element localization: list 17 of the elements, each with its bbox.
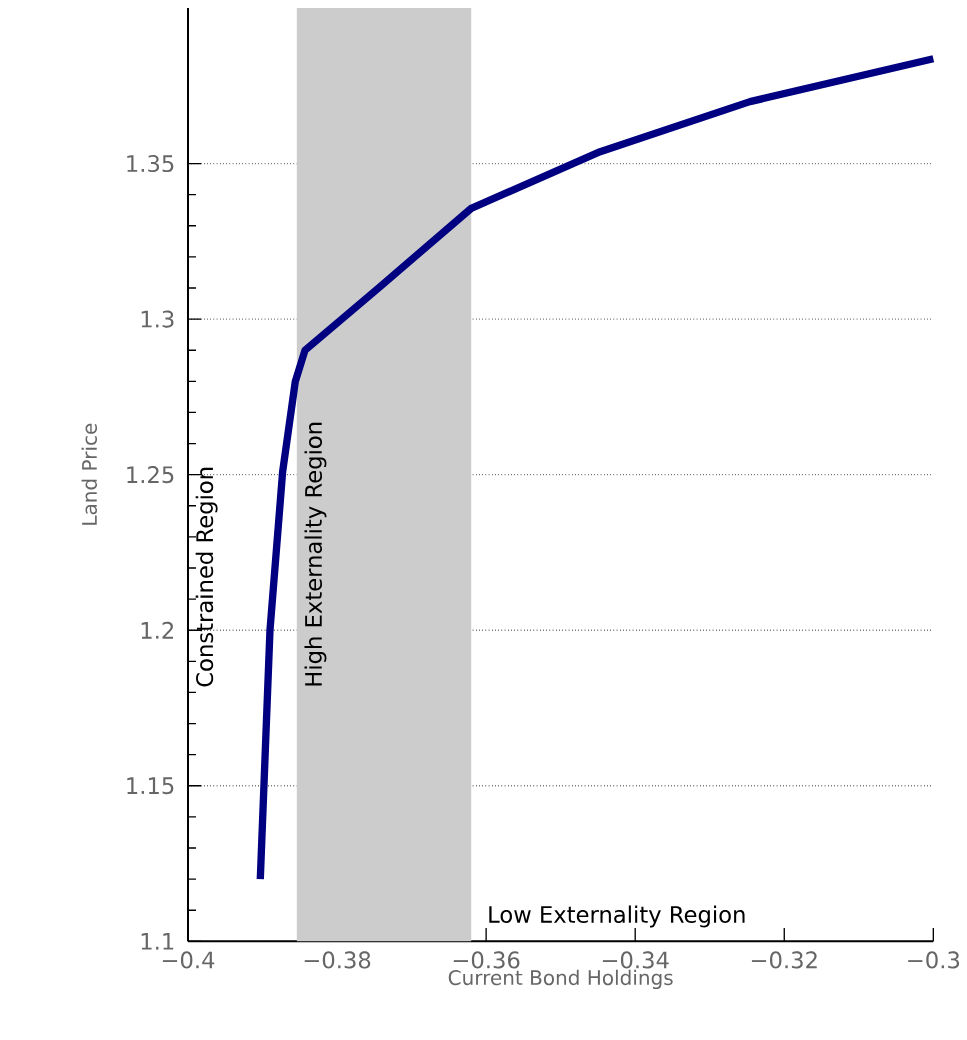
x-tick-label: −0.34 (602, 951, 669, 969)
annotation: Constrained Region (195, 467, 218, 687)
x-axis-title: Current Bond Holdings (448, 969, 673, 990)
y-tick-label: 1.35 (127, 154, 174, 173)
y-axis-title: Land Price (81, 423, 98, 525)
x-tick-label: −0.32 (751, 951, 817, 969)
y-tick-label: 1.1 (141, 933, 174, 950)
x-tick-label: −0.3 (908, 951, 960, 969)
band-label: High Externality Region (304, 422, 327, 686)
x-tick-label: −0.38 (304, 951, 371, 969)
y-tick-label: 1.15 (127, 777, 174, 795)
x-tick-label: −0.36 (453, 951, 520, 969)
y-tick-label: 1.25 (127, 466, 174, 484)
x-tick-label: −0.4 (162, 951, 215, 969)
y-tick-label: 1.3 (141, 310, 174, 328)
y-tick-label: 1.2 (141, 621, 174, 639)
annotation: Low Externality Region (489, 905, 745, 928)
